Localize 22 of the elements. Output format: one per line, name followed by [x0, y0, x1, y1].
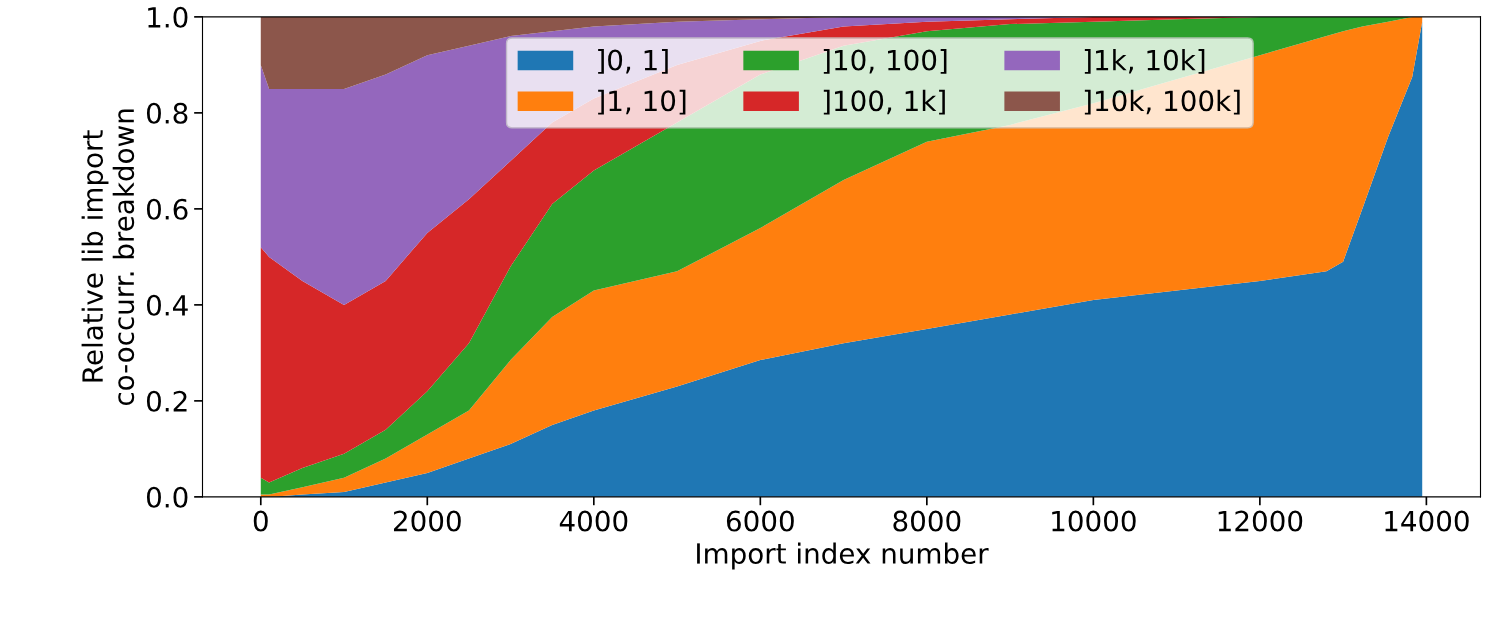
legend-label: ]10, 100]: [823, 49, 947, 74]
x-tick-label: 12000: [1218, 510, 1303, 532]
y-tick-label: 1.0: [148, 6, 188, 28]
legend-label: ]100, 1k]: [823, 89, 945, 115]
x-tick-label: 0: [253, 510, 268, 532]
legend-label: ]1, 10]: [598, 89, 686, 115]
x-axis-title: Import index number: [697, 542, 989, 570]
y-axis-title: Relative lib import co-occurr. breakdown: [81, 109, 135, 406]
x-tick-label: 2000: [393, 510, 461, 532]
y-tick-label: 0.4: [146, 294, 188, 316]
x-tick-label: 8000: [893, 510, 961, 532]
y-tick-label: 0.0: [146, 486, 188, 508]
x-tick-label: 10000: [1052, 510, 1136, 532]
y-tick-label: 0.2: [146, 390, 187, 412]
legend-label: ]1k, 10k]: [1084, 49, 1205, 74]
y-tick-label: 0.6: [146, 198, 188, 220]
x-tick-label: 6000: [726, 510, 794, 532]
legend-label: ]0, 1]: [598, 49, 668, 74]
x-tick-label: 14000: [1385, 510, 1469, 532]
x-tick-label: 4000: [559, 510, 628, 532]
y-tick-label: 0.8: [146, 102, 188, 124]
legend-label: ]10k, 100k]: [1084, 89, 1240, 115]
